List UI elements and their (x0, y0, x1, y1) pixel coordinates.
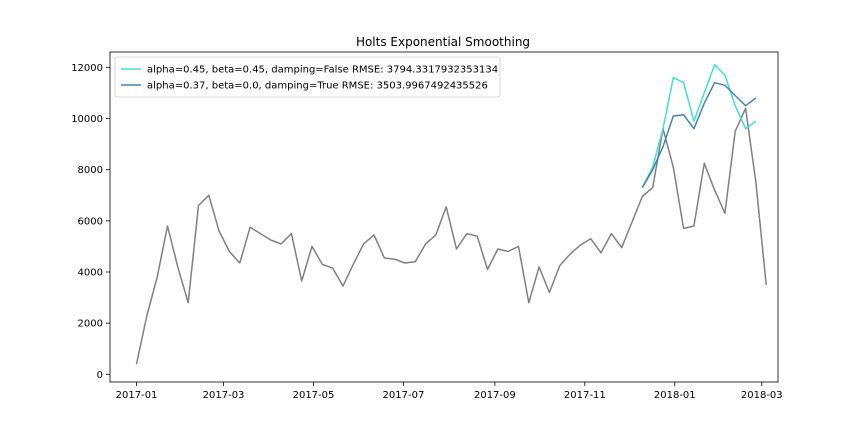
x-tick-label: 2017-11 (564, 390, 606, 401)
x-tick-label: 2017-07 (383, 390, 425, 401)
plot-series (135, 64, 767, 365)
legend-entry-0: alpha=0.45, beta=0.45, damping=False RMS… (147, 65, 498, 76)
series-line-1 (641, 81, 757, 188)
y-tick-label: 8000 (78, 165, 103, 176)
x-tick-label: 2017-01 (116, 390, 158, 401)
legend-box (114, 56, 501, 98)
x-tick-label: 2017-03 (203, 390, 245, 401)
legend-entry-1: alpha=0.37, beta=0.0, damping=True RMSE:… (147, 81, 488, 92)
series-line-2 (135, 107, 767, 365)
axes: 2017-01 2017-03 2017-05 2017-07 2017-09 2017-… (71, 51, 783, 401)
y-tick-label: 4000 (78, 268, 103, 279)
y-tick-label: 2000 (78, 319, 103, 330)
y-tick-label: 10000 (71, 114, 103, 125)
series-line-0 (641, 64, 757, 188)
axes-frame (109, 51, 779, 383)
x-tick-label: 2017-05 (293, 390, 335, 401)
x-tick-label: 2018-01 (654, 390, 696, 401)
x-tick-label: 2018-03 (741, 390, 783, 401)
legend: alpha=0.45, beta=0.45, damping=False RMS… (114, 56, 501, 98)
y-tick-label: 0 (97, 370, 103, 381)
chart-title: Holts Exponential Smoothing (356, 35, 530, 49)
y-tick-label: 12000 (71, 63, 103, 74)
x-tick-label: 2017-09 (474, 390, 516, 401)
y-tick-label: 6000 (78, 216, 103, 227)
